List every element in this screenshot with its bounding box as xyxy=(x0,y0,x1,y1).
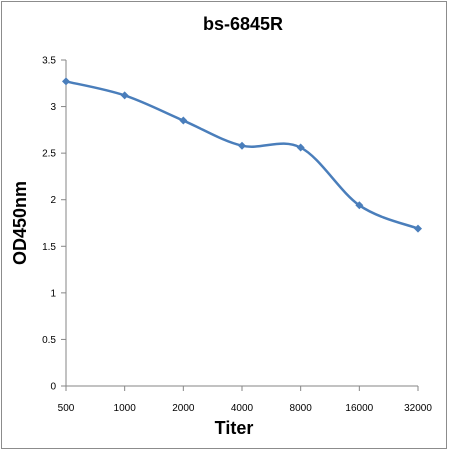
x-tick-label: 32000 xyxy=(404,403,432,414)
x-tick-label: 1000 xyxy=(114,403,137,414)
series-group xyxy=(62,77,422,233)
data-point-marker xyxy=(238,141,246,150)
series-line xyxy=(65,80,419,230)
data-point-marker xyxy=(62,77,70,86)
y-tick-label: 2.5 xyxy=(42,149,56,160)
y-tick-label: 2 xyxy=(50,195,56,206)
data-point-marker xyxy=(179,116,188,125)
x-tick-label: 500 xyxy=(58,403,75,414)
x-axis-ticks: 500 1000 2000 4000 8000 16000 32000 xyxy=(58,386,432,414)
x-tick-label: 4000 xyxy=(231,403,254,414)
data-point-marker xyxy=(120,91,129,100)
y-tick-label: 1.5 xyxy=(42,242,56,253)
y-tick-label: 0.5 xyxy=(42,335,56,346)
y-tick-label: 0 xyxy=(50,382,56,393)
chart-title: bs-6845R xyxy=(203,14,283,34)
data-point-marker xyxy=(296,143,305,152)
x-tick-label: 16000 xyxy=(345,403,373,414)
y-tick-label: 1 xyxy=(50,288,56,299)
data-point-marker xyxy=(355,201,364,210)
y-tick-label: 3 xyxy=(50,102,56,113)
y-tick-label: 3.5 xyxy=(42,56,56,67)
y-axis-title: OD450nm xyxy=(10,181,30,265)
x-tick-label: 8000 xyxy=(290,403,313,414)
x-tick-label: 2000 xyxy=(172,403,195,414)
y-axis-ticks: 0 0.5 1 1.5 2 2.5 3 3.5 xyxy=(42,56,66,393)
x-axis-title: Titer xyxy=(215,418,254,438)
data-point-marker xyxy=(414,224,422,233)
